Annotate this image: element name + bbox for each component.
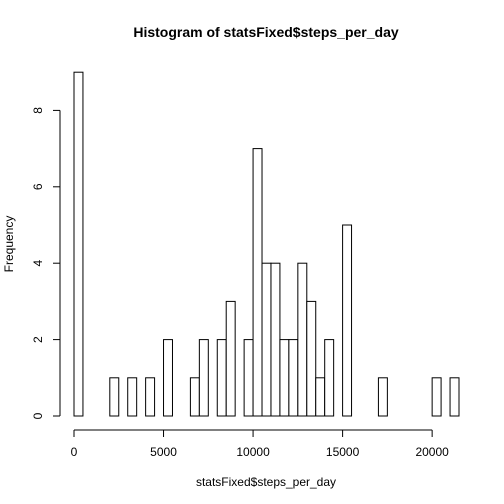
histogram-bar-13500 <box>315 377 326 417</box>
x-axis: 0 5000 10000 15000 20000 <box>71 429 449 459</box>
histogram-bar-20000 <box>431 377 442 417</box>
histogram-bar-10000 <box>252 148 263 417</box>
histogram-bar-15000 <box>342 224 353 417</box>
x-tick-label-15000: 15000 <box>326 445 360 459</box>
histogram-bar-3000 <box>127 377 138 417</box>
histogram-bar-11500 <box>279 339 290 417</box>
histogram-bar-8500 <box>225 300 236 417</box>
histogram-bar-11000 <box>270 262 281 417</box>
y-tick-label-0: 0 <box>31 412 45 419</box>
histogram-bar-2000 <box>109 377 120 417</box>
histogram-bar-5000 <box>163 339 173 417</box>
histogram-bar-13000 <box>306 300 317 417</box>
y-tick-label-6: 6 <box>31 183 45 190</box>
y-tick-label-2: 2 <box>31 336 45 343</box>
histogram-bar-17000 <box>377 377 388 417</box>
histogram-bar-6500 <box>189 377 200 417</box>
histogram-bar-4000 <box>145 377 156 417</box>
histogram-bars <box>73 71 460 417</box>
histogram-bar-8000 <box>216 339 227 417</box>
x-tick-label-5000: 5000 <box>150 445 177 459</box>
histogram-bar-0 <box>73 71 84 417</box>
histogram-bar-21000 <box>449 377 460 417</box>
x-tick-label-10000: 10000 <box>236 445 270 459</box>
histogram-bar-7000 <box>198 339 209 417</box>
y-axis-label: Frequency <box>2 216 16 273</box>
y-axis: 0 2 4 6 8 <box>31 107 61 419</box>
chart-title: Histogram of statsFixed$steps_per_day <box>133 24 399 40</box>
x-tick-label-0: 0 <box>71 445 78 459</box>
histogram-bar-14000 <box>324 339 335 417</box>
histogram-bar-9500 <box>243 339 254 417</box>
x-axis-label: statsFixed$steps_per_day <box>196 475 336 489</box>
y-tick-label-8: 8 <box>31 107 45 114</box>
x-tick-label-20000: 20000 <box>415 445 449 459</box>
histogram-bar-12000 <box>288 339 299 417</box>
y-tick-label-4: 4 <box>31 260 45 267</box>
histogram-bar-12500 <box>297 262 308 417</box>
histogram-bar-10500 <box>261 262 272 417</box>
